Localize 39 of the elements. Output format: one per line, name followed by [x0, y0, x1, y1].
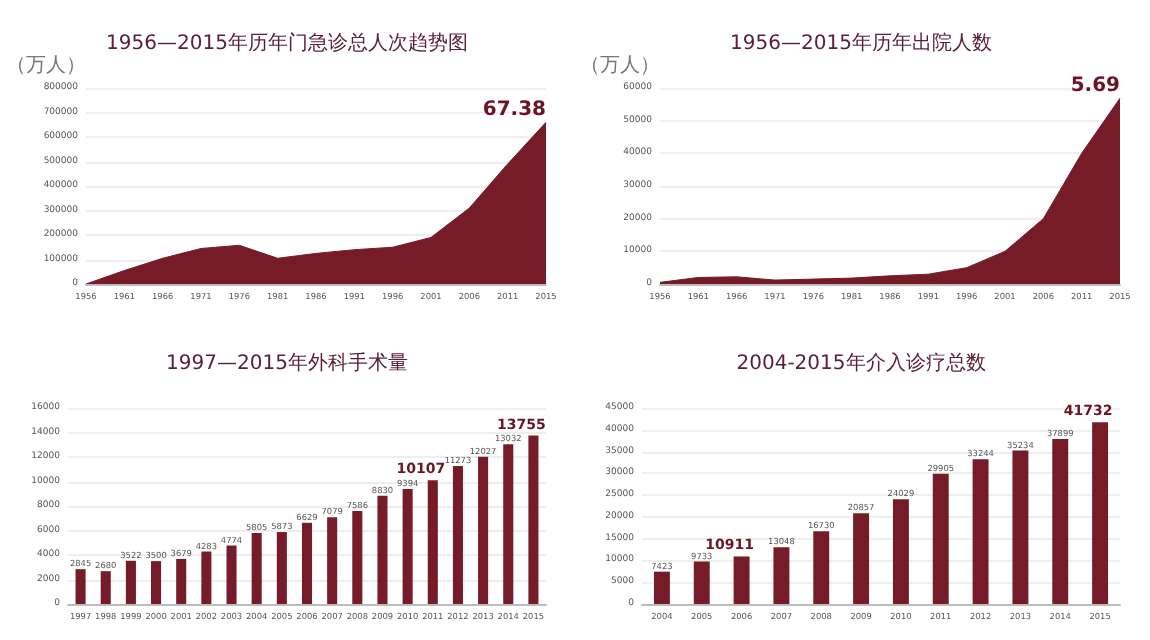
bar	[452, 465, 463, 604]
bar	[151, 561, 162, 604]
bar	[75, 569, 86, 604]
bar	[251, 532, 262, 604]
bar	[1052, 438, 1069, 604]
bar	[1092, 422, 1109, 604]
bar	[503, 444, 514, 604]
bar	[478, 456, 489, 604]
bar	[226, 545, 237, 604]
bar	[653, 571, 670, 604]
bar	[176, 558, 187, 604]
bar	[201, 551, 212, 604]
bar	[813, 531, 830, 604]
chart-title: 2004-2015年介入诊疗总数	[736, 351, 986, 375]
bar	[1012, 450, 1029, 604]
chart-title: 1956—2015年历年出院人数	[730, 31, 992, 55]
bar	[100, 571, 111, 604]
annotation: 5.69	[1070, 75, 1121, 98]
bar	[377, 495, 388, 604]
bar	[327, 517, 338, 604]
bar	[972, 459, 989, 604]
bar	[773, 547, 790, 604]
bar	[733, 556, 750, 604]
bar	[892, 499, 909, 604]
bar	[301, 522, 313, 604]
y-axis-title: （万人）	[6, 55, 86, 77]
chart-title: 1956—2015年历年门急诊总人次趋势图	[106, 31, 468, 55]
bar	[402, 488, 413, 604]
bar	[693, 561, 710, 604]
chart-title: 1997—2015年外科手术量	[166, 351, 408, 375]
bar	[352, 511, 363, 604]
bar	[276, 532, 287, 604]
bar	[125, 560, 136, 604]
annotation: 67.38	[482, 99, 547, 122]
y-axis-title: （万人）	[580, 55, 660, 77]
bar	[528, 435, 539, 604]
bar	[853, 513, 870, 604]
bar	[932, 473, 949, 604]
bar	[427, 480, 438, 604]
